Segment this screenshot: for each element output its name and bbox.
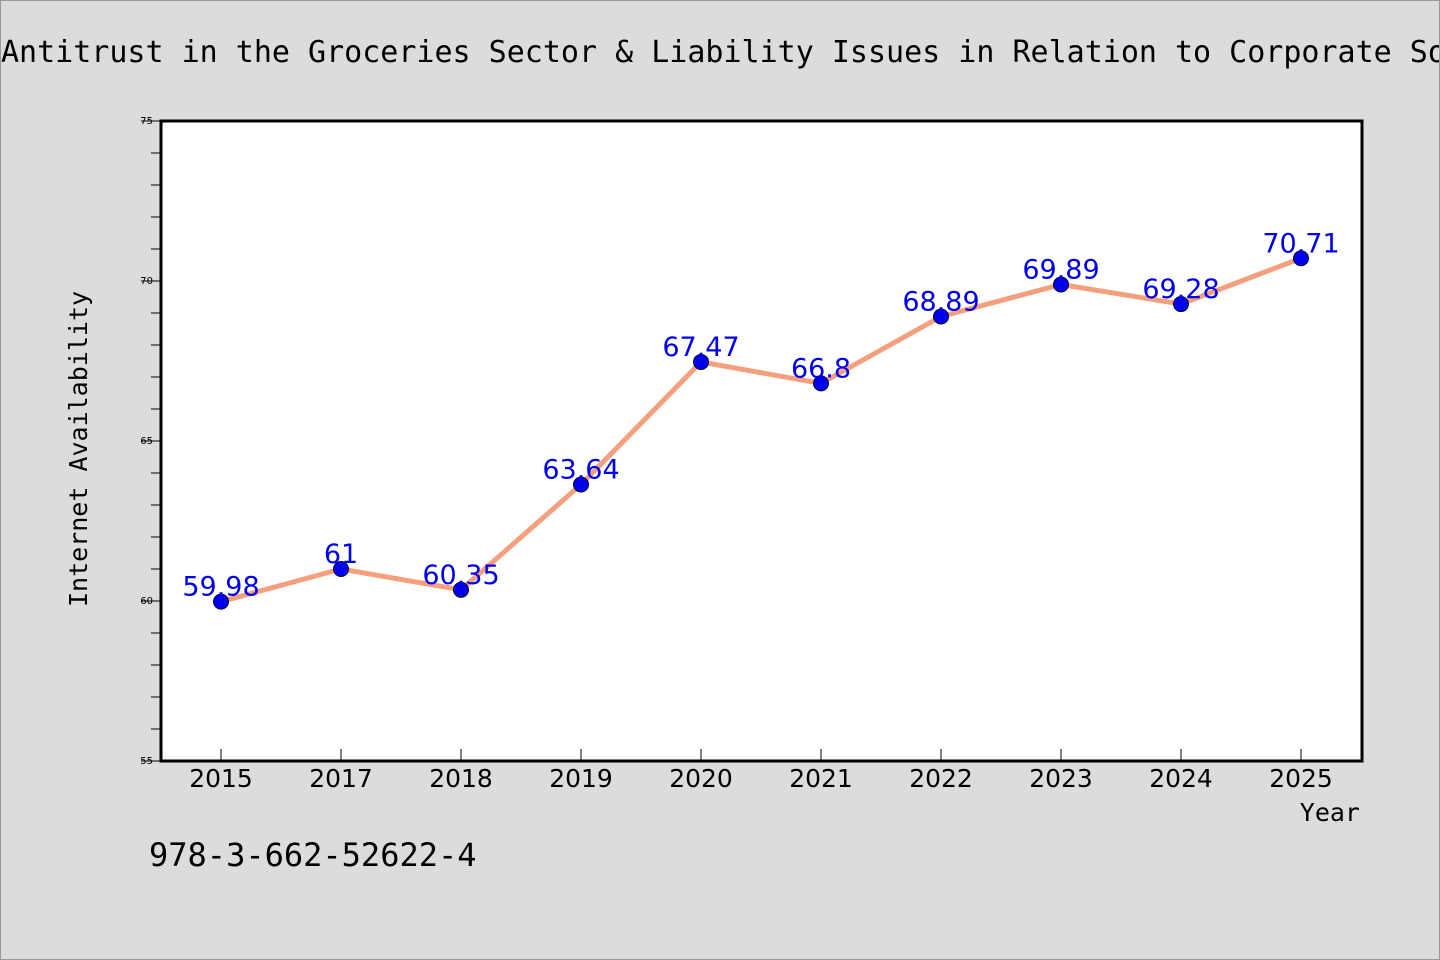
x-tick-label: 2020 [669,764,733,793]
data-point-marker [1173,296,1189,313]
data-label: 70.71 [1262,228,1339,259]
data-point-marker [213,593,229,610]
y-axis-ticks: 55 60 65 70 75 [140,116,161,767]
x-tick-label: 2025 [1269,764,1333,793]
x-tick-label: 2022 [909,764,973,793]
y-minor-ticks [151,152,161,730]
data-point-marker [693,353,709,370]
data-label: 60.35 [422,560,499,591]
y-tick-label: 75 [140,116,153,127]
data-label: 69.89 [1022,255,1099,286]
y-axis-label: Internet Availability [64,291,93,607]
x-tick-label: 2017 [309,764,373,793]
x-tick-label: 2019 [549,764,613,793]
data-point-marker [333,561,349,577]
x-tick-label: 2018 [429,764,493,793]
data-label: 68.89 [902,287,979,318]
data-point-marker [573,476,589,493]
y-tick-label: 55 [140,756,153,767]
x-tick-label: 2023 [1029,764,1093,793]
y-tick-label: 60 [140,596,153,607]
data-label: 66.8 [791,353,851,384]
data-labels: 59.98 61 60.35 63.64 67.47 66.8 68.89 69.89 69.2… [182,228,1339,602]
data-point-marker [453,581,469,598]
data-label: 63.64 [542,455,619,486]
x-axis-ticks: 2015 2017 2018 2019 2020 2021 2022 2023 2024 2025 [189,749,1333,793]
isbn-footer: 978-3-662-52622-4 [149,836,477,874]
series-line [218,255,1304,605]
data-point-marker [813,375,829,392]
data-label: 67.47 [662,332,739,363]
y-tick-label: 70 [140,276,153,287]
chart-title: Antitrust in the Groceries Sector & Liab… [1,35,1440,70]
data-label: 69.28 [1142,274,1219,305]
data-point-marker [1293,250,1309,267]
x-tick-label: 2015 [189,764,253,793]
data-label: 59.98 [182,572,259,603]
data-point-marker [1053,276,1069,293]
x-tick-label: 2024 [1149,764,1213,793]
data-point-marker [933,308,949,325]
series-markers [213,250,1309,610]
x-axis-label: Year [1300,798,1360,827]
plot-area [159,119,1364,763]
y-tick-label: 65 [140,436,153,447]
data-label: 61 [324,539,358,570]
x-tick-label: 2021 [789,764,853,793]
